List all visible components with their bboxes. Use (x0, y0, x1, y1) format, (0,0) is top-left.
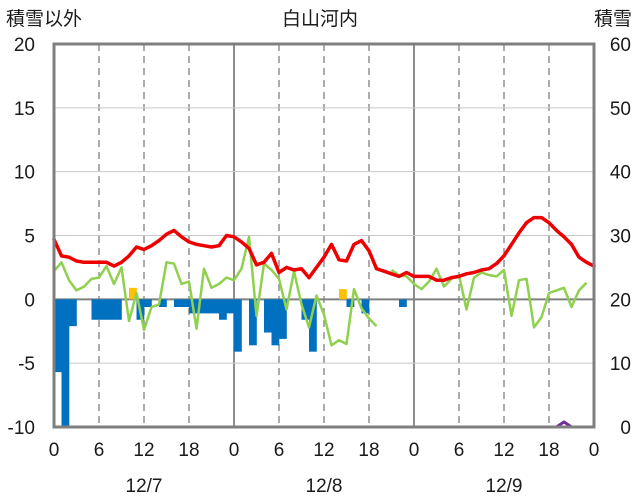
x-tick-label: 6 (94, 440, 105, 461)
precip-bar (61, 299, 70, 429)
precip-bar (309, 299, 317, 352)
precip-bars (54, 287, 407, 429)
left-y-tick-label: -10 (8, 418, 35, 439)
x-tick-label: 18 (538, 440, 559, 461)
x-tick-label: 0 (589, 440, 600, 461)
chart-title: 白山河内 (282, 8, 358, 30)
right-axis-label: 積雪 (594, 8, 632, 30)
precip-bar (234, 299, 242, 352)
precip-bar (114, 299, 122, 320)
precip-bar (204, 299, 212, 314)
precip-bar (69, 299, 77, 327)
precip-bar (361, 299, 370, 314)
precip-bar (279, 299, 287, 339)
precip-bar (264, 299, 272, 333)
precip-bar (159, 299, 167, 307)
left-axis-label: 積雪以外 (6, 8, 82, 30)
x-tick-label: 12 (133, 440, 154, 461)
right-y-tick-label: 50 (610, 99, 631, 120)
left-y-tick-label: 15 (14, 99, 35, 120)
precip-bar (129, 287, 137, 300)
precip-bar (399, 299, 407, 307)
precip-bar (99, 299, 107, 320)
precip-bar (226, 299, 235, 314)
x-tick-label: 0 (409, 440, 420, 461)
precip-bar (301, 299, 310, 320)
precip-bar (219, 299, 227, 320)
x-tick-label: 12 (493, 440, 514, 461)
left-y-ticks: 20 15 10 5 0 -5 -10 (8, 35, 35, 439)
left-y-tick-label: -5 (18, 354, 35, 375)
date-label: 12/8 (306, 476, 343, 497)
left-y-tick-label: 10 (14, 163, 35, 184)
precip-bar (91, 299, 100, 320)
precip-bar (181, 299, 190, 307)
right-y-tick-label: 10 (610, 354, 631, 375)
precip-bar (174, 299, 182, 307)
right-y-tick-label: 40 (610, 163, 631, 184)
temperature-line (52, 215, 596, 282)
precip-bar (339, 289, 347, 300)
right-y-ticks: 60 50 40 30 20 10 0 (610, 35, 631, 439)
left-y-tick-label: 0 (24, 290, 35, 311)
date-label: 12/9 (486, 476, 523, 497)
x-tick-label: 18 (358, 440, 379, 461)
grid-lines (54, 44, 594, 427)
right-y-tick-label: 20 (610, 290, 631, 311)
precip-bar (211, 299, 220, 314)
right-y-tick-label: 0 (620, 418, 631, 439)
wind-line (53, 235, 588, 347)
x-tick-label: 18 (178, 440, 199, 461)
right-y-tick-label: 60 (610, 35, 631, 56)
x-tick-label: 12 (313, 440, 334, 461)
x-tick-label: 0 (229, 440, 240, 461)
right-y-tick-label: 30 (610, 227, 631, 248)
precip-bar (144, 299, 152, 307)
precip-bar (249, 299, 257, 346)
precip-bar (346, 299, 355, 307)
left-y-tick-label: 20 (14, 35, 35, 56)
x-ticks: 0 6 12 18 0 6 12 18 0 6 12 18 0 (49, 440, 600, 461)
precip-bar (106, 299, 115, 320)
date-label: 12/7 (126, 476, 163, 497)
date-labels: 12/7 12/8 12/9 (126, 476, 523, 497)
plot-frame (52, 42, 596, 429)
precip-bar (271, 299, 280, 346)
x-tick-label: 6 (454, 440, 465, 461)
precip-bar (54, 299, 62, 373)
x-tick-label: 6 (274, 440, 285, 461)
left-y-tick-label: 5 (24, 227, 35, 248)
x-tick-label: 0 (49, 440, 60, 461)
